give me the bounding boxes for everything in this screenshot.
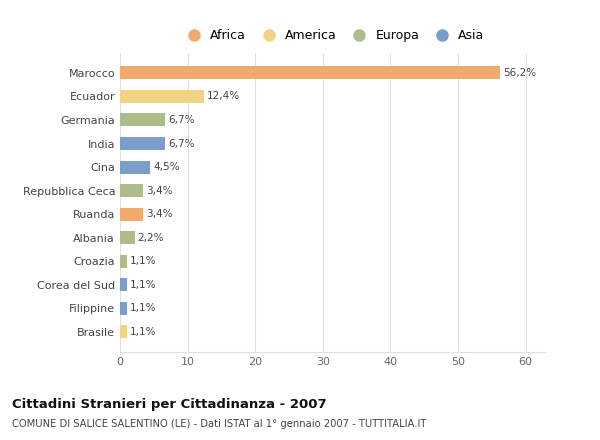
Text: Cittadini Stranieri per Cittadinanza - 2007: Cittadini Stranieri per Cittadinanza - 2… (12, 398, 326, 411)
Text: 1,1%: 1,1% (130, 303, 157, 313)
Bar (120, 90, 204, 103)
Text: COMUNE DI SALICE SALENTINO (LE) - Dati ISTAT al 1° gennaio 2007 - TUTTITALIA.IT: COMUNE DI SALICE SALENTINO (LE) - Dati I… (12, 419, 427, 429)
Bar (120, 184, 143, 197)
Text: 6,7%: 6,7% (168, 139, 194, 149)
Text: 3,4%: 3,4% (146, 209, 172, 219)
Legend: Africa, America, Europa, Asia: Africa, America, Europa, Asia (182, 29, 484, 42)
Bar (120, 302, 127, 315)
Text: 1,1%: 1,1% (130, 327, 157, 337)
Bar (120, 255, 127, 268)
Bar (120, 279, 127, 291)
Bar (120, 208, 143, 220)
Text: 4,5%: 4,5% (153, 162, 179, 172)
Text: 56,2%: 56,2% (503, 68, 536, 78)
Bar (120, 161, 151, 173)
Bar (120, 114, 166, 126)
Text: 12,4%: 12,4% (206, 92, 239, 102)
Text: 3,4%: 3,4% (146, 186, 172, 196)
Text: 1,1%: 1,1% (130, 256, 157, 266)
Text: 1,1%: 1,1% (130, 280, 157, 290)
Bar (120, 326, 127, 338)
Text: 2,2%: 2,2% (137, 233, 164, 243)
Bar (120, 231, 135, 244)
Bar (120, 66, 500, 79)
Bar (120, 137, 166, 150)
Text: 6,7%: 6,7% (168, 115, 194, 125)
